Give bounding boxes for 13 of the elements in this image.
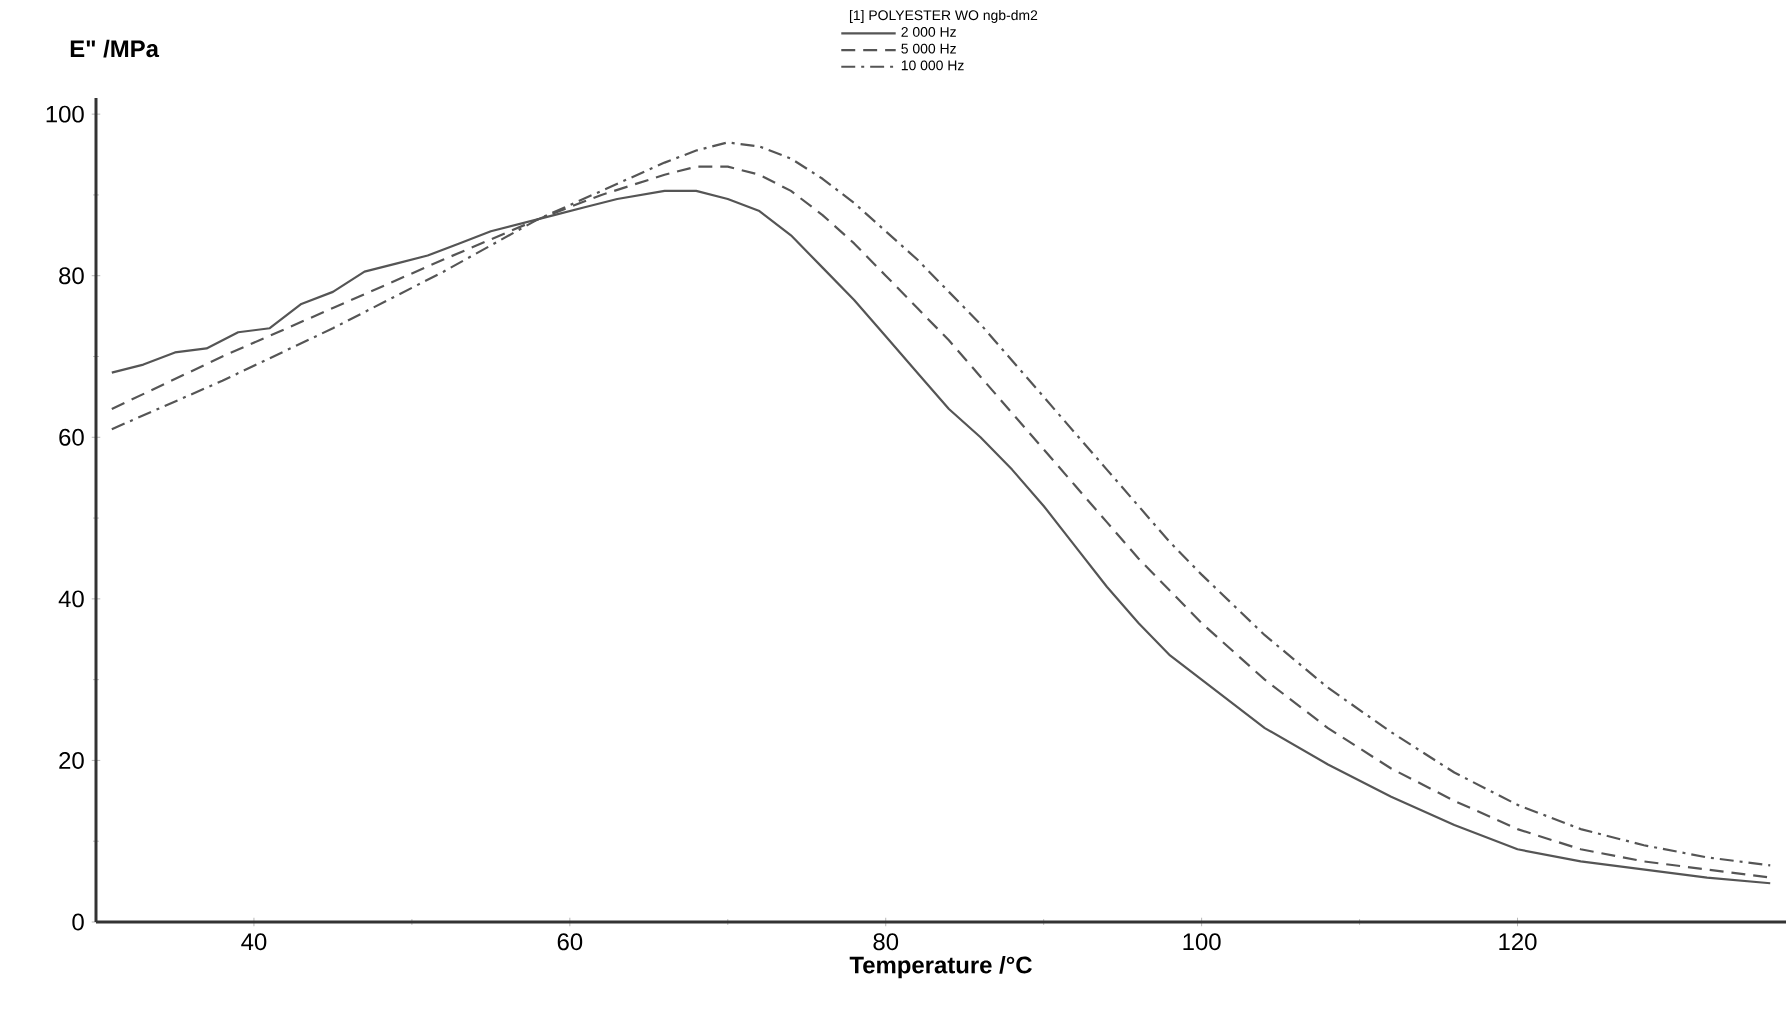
x-tick-label: 60: [557, 933, 583, 951]
y-tick-label: 0: [72, 913, 84, 931]
y-tick-label: 40: [58, 590, 84, 608]
x-tick-label: 100: [1183, 933, 1221, 951]
x-axis-title: Temperature /°C: [849, 955, 1032, 979]
y-tick-label: 80: [59, 267, 84, 285]
y-tick-label: 20: [59, 751, 84, 769]
y-tick-label: 60: [59, 428, 84, 446]
x-tick-label: 120: [1499, 933, 1537, 951]
x-tick-label: 80: [873, 933, 899, 951]
y-tick-label: 100: [46, 105, 84, 123]
x-tick-label: 40: [241, 933, 267, 951]
y-axis-title: E" /MPa: [70, 39, 160, 58]
